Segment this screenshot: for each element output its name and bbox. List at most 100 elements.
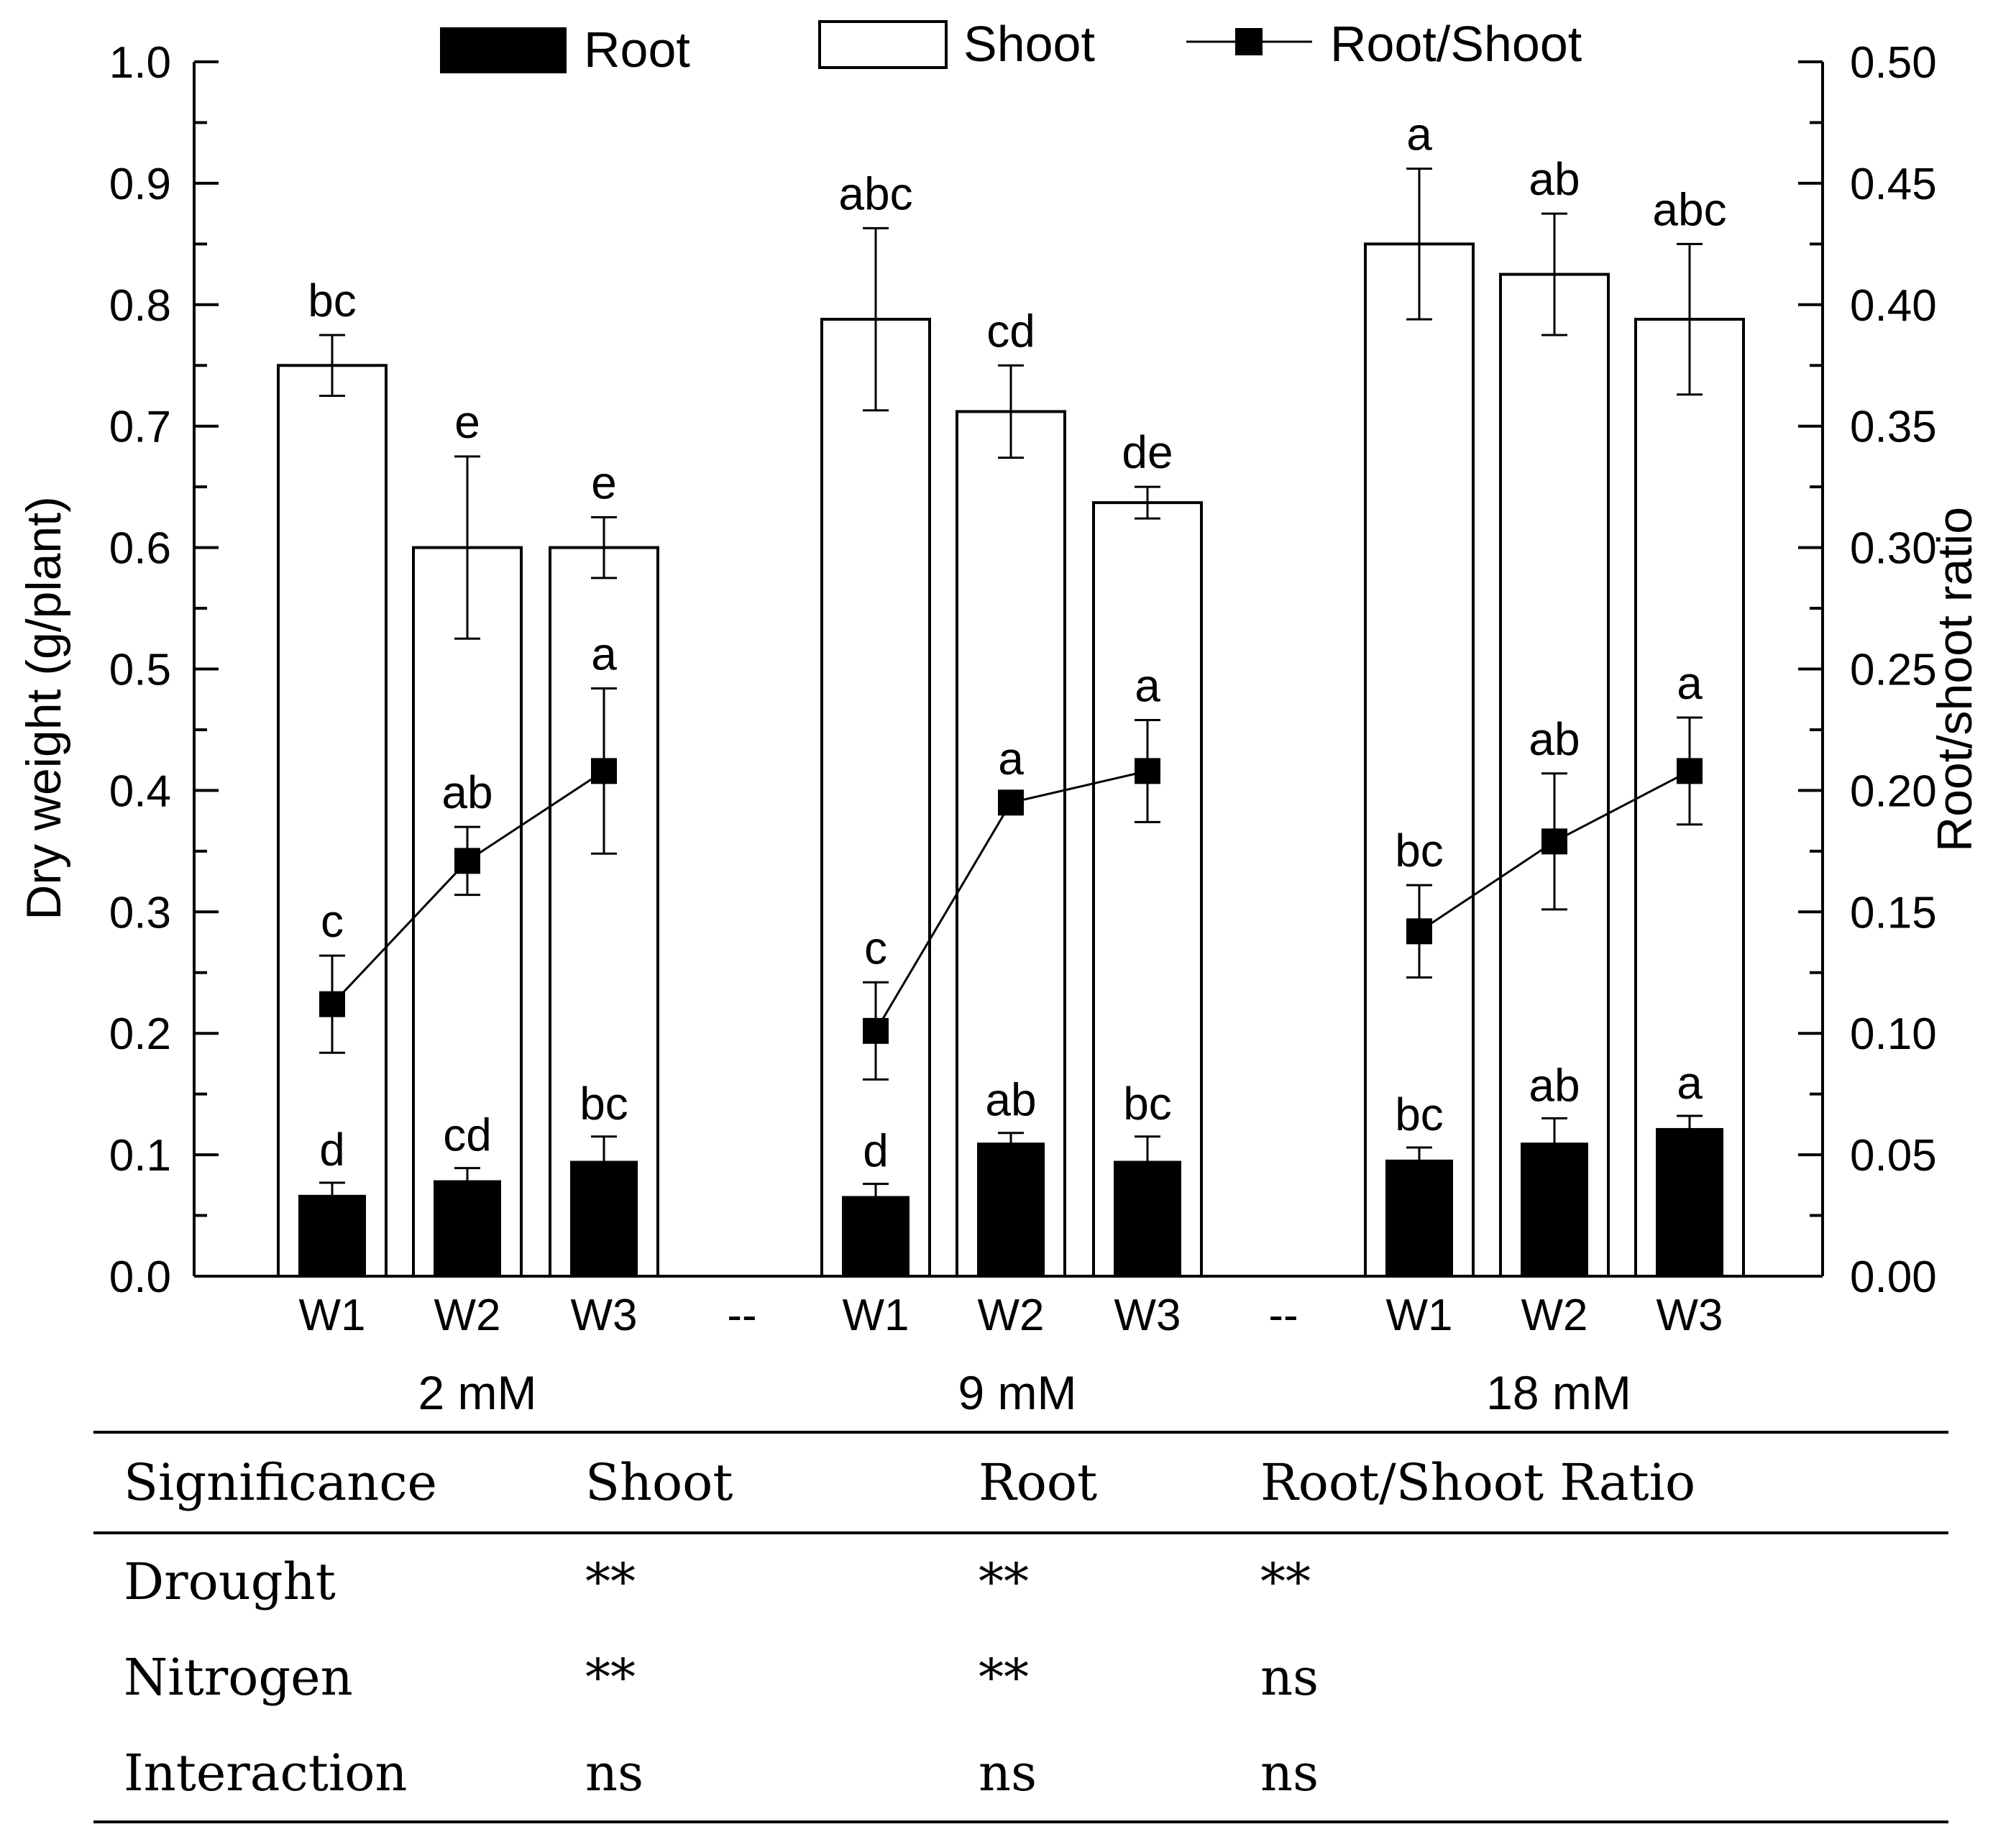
root-bar <box>842 1196 910 1276</box>
root-bar <box>977 1142 1045 1276</box>
root-letter: a <box>1677 1057 1703 1109</box>
shoot-letter: ab <box>1529 153 1580 205</box>
legend-root-swatch <box>440 27 567 73</box>
root-bar <box>434 1180 501 1276</box>
x-tick-label: W3 <box>571 1291 638 1340</box>
table-cell: ns <box>1230 1726 1948 1823</box>
y-tick-label: 0.3 <box>109 888 171 938</box>
ratio-letter: bc <box>1395 825 1444 876</box>
x-tick-label: W1 <box>1386 1291 1453 1340</box>
ratio-letter: ab <box>441 766 492 818</box>
dry-weight-chart: 0.0 0.00 0.1 0.05 0.2 0.10 0.3 0.15 0.4 0.20 0.5 0.… <box>17 16 1982 1419</box>
shoot-letter: bc <box>308 275 357 326</box>
root-letter: d <box>863 1125 889 1177</box>
shoot-bar <box>820 318 931 1278</box>
ratio-point <box>1406 918 1432 945</box>
y-tick-label: 0.0 <box>109 1252 171 1302</box>
table-row: Drought ** ** ** <box>93 1533 1948 1629</box>
x-tick-label: W1 <box>299 1291 366 1340</box>
x-tick-label: W2 <box>434 1291 501 1340</box>
shoot-letter: cd <box>986 305 1035 357</box>
ratio-point <box>591 758 617 784</box>
table-header: Root <box>948 1431 1230 1534</box>
ratio-letter: c <box>321 895 344 947</box>
shoot-letter: a <box>1406 109 1432 160</box>
ratio-point <box>998 789 1024 816</box>
y-tick-label: 0.4 <box>109 766 171 816</box>
table-cell: Interaction <box>93 1726 555 1823</box>
legend-ratio-label: Root/Shoot <box>1330 16 1582 72</box>
ratio-point <box>1677 758 1703 784</box>
table-row: Nitrogen ** ** ns <box>93 1629 1948 1726</box>
y-tick-label: 0.1 <box>109 1131 171 1181</box>
legend-shoot-swatch <box>818 20 948 69</box>
chart-axes: 0.0 0.00 0.1 0.05 0.2 0.10 0.3 0.15 0.4 0.20 0.5 0.… <box>109 38 1937 1302</box>
y-right-tick-label: 0.20 <box>1850 766 1937 816</box>
ratio-letter: a <box>1677 657 1703 709</box>
table-cell: ns <box>1260 1648 1319 1707</box>
root-bar <box>1385 1159 1453 1276</box>
table-header: Significance <box>93 1431 555 1534</box>
root-bar <box>298 1194 366 1276</box>
table-row: Interaction ns ns ns <box>93 1726 1948 1823</box>
shoot-letter: e <box>454 396 480 448</box>
ratio-point <box>319 991 345 1017</box>
root-letter: d <box>319 1124 345 1176</box>
root-letter: bc <box>1395 1089 1444 1140</box>
x-tick-label: W3 <box>1657 1291 1723 1340</box>
group-separator-label: -- <box>1268 1291 1298 1340</box>
legend: Root Shoot Root/Shoot <box>440 16 1582 78</box>
ratio-letter: a <box>1135 659 1160 711</box>
table-header: Shoot <box>555 1431 948 1534</box>
x-tick-label: W2 <box>978 1291 1045 1340</box>
shoot-letter: abc <box>838 168 912 219</box>
y-tick-label: 0.2 <box>109 1009 171 1059</box>
table-cell: ** <box>979 1648 1029 1707</box>
legend-shoot-label: Shoot <box>963 16 1095 72</box>
table-cell: ** <box>585 1552 636 1611</box>
y-right-tick-label: 0.50 <box>1850 38 1937 88</box>
root-letter: bc <box>1123 1078 1172 1130</box>
shoot-letter: abc <box>1652 183 1726 235</box>
group-label: 9 mM <box>958 1366 1077 1419</box>
y-right-tick-label: 0.15 <box>1850 888 1937 938</box>
significance-table: Significance Shoot Root Root/Shoot Ratio… <box>93 1431 1948 1823</box>
table-cell: Drought <box>124 1552 336 1611</box>
y-tick-label: 1.0 <box>109 38 171 88</box>
root-letter: bc <box>579 1078 628 1130</box>
table-cell: ns <box>555 1726 948 1823</box>
root-shoot-ratio-line <box>319 687 1703 1081</box>
root-bars <box>298 1114 1723 1276</box>
root-bar <box>1656 1127 1723 1276</box>
x-tick-label: W3 <box>1114 1291 1181 1340</box>
y-tick-label: 0.6 <box>109 524 171 574</box>
y-axis-right-label: Root/shoot ratio <box>1928 507 1982 852</box>
table-cell: ** <box>585 1648 636 1707</box>
y-right-tick-label: 0.40 <box>1850 281 1937 331</box>
shoot-bar <box>412 546 523 1278</box>
legend-ratio-marker <box>1235 28 1263 55</box>
y-tick-label: 0.5 <box>109 646 171 695</box>
y-tick-label: 0.8 <box>109 281 171 331</box>
legend-root-label: Root <box>584 22 690 78</box>
y-right-tick-label: 0.45 <box>1850 160 1937 209</box>
y-tick-label: 0.7 <box>109 403 171 452</box>
ratio-point <box>454 848 480 874</box>
x-tick-label: W1 <box>843 1291 910 1340</box>
ratio-point <box>1135 758 1160 784</box>
y-right-tick-label: 0.25 <box>1850 646 1937 695</box>
table-cell: ** <box>1260 1552 1311 1611</box>
y-right-tick-label: 0.00 <box>1850 1252 1937 1302</box>
table-cell: ** <box>979 1552 1029 1611</box>
ratio-letter: a <box>998 733 1024 784</box>
y-right-tick-label: 0.10 <box>1850 1009 1937 1059</box>
table-header-row: Significance Shoot Root Root/Shoot Ratio <box>93 1431 1948 1534</box>
ratio-letter: c <box>864 922 887 974</box>
ratio-point <box>863 1017 889 1044</box>
root-letter: ab <box>985 1074 1036 1126</box>
x-axis-labels: W1 W2 W3 W1 W2 W3 W1 W2 W3 -- -- 2 mM 9 mM 18 mM <box>299 1291 1723 1419</box>
table-cell: Nitrogen <box>124 1648 353 1707</box>
y-right-tick-label: 0.35 <box>1850 403 1937 452</box>
shoot-letter: de <box>1122 426 1173 478</box>
